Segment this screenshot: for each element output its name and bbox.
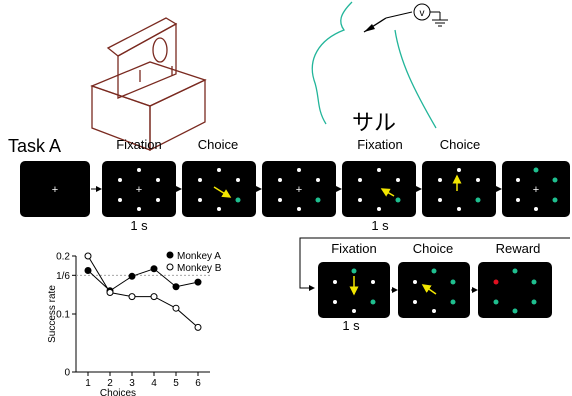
step-label-fixation-2: Fixation [357, 137, 403, 152]
step-label-fixation-3: Fixation [331, 241, 377, 256]
data-point-monkey-a [150, 265, 158, 273]
screen-feedback-1: + [262, 161, 336, 217]
duration-1: 1 s [130, 218, 148, 233]
legend-marker-monkey-a [166, 251, 174, 259]
step-label-reward: Reward [496, 241, 541, 256]
data-point-monkey-a [172, 283, 180, 291]
x-tick-label: 4 [151, 378, 157, 389]
screen-feedback-2: + [502, 161, 570, 217]
apparatus-sketch [90, 17, 207, 152]
screen-fixation-1: + [102, 161, 176, 217]
screen-choice-3 [398, 262, 470, 318]
x-tick-label: 6 [195, 378, 201, 389]
electrode-sketch: v [311, 1, 448, 129]
x-axis-label: Choices [100, 388, 136, 396]
series-line-monkey-b [87, 255, 199, 328]
y-axis-label: Success rate [47, 285, 58, 343]
data-point-monkey-a [128, 272, 136, 280]
screen-choice-1 [182, 161, 256, 217]
screen-fixation-2 [342, 161, 416, 217]
data-point-monkey-b [106, 289, 114, 297]
ground-icon [432, 19, 448, 27]
data-point-monkey-b [150, 293, 158, 301]
data-point-monkey-b [172, 304, 180, 312]
y-tick-label: 0.1 [56, 310, 70, 321]
svg-text:+: + [533, 184, 539, 196]
duration-3: 1 s [342, 318, 360, 333]
task-label: Task A [8, 136, 61, 156]
legend-marker-monkey-b [166, 263, 174, 271]
data-point-monkey-a [84, 267, 92, 274]
step-label-choice-2: Choice [440, 137, 480, 152]
success-rate-chart: 0 0.1 1/6 0.2 1 2 3 4 5 6 Choices Success rate M… [47, 251, 222, 396]
probe-label: v [420, 8, 425, 19]
x-tick-label: 5 [173, 378, 179, 389]
data-point-monkey-b [128, 293, 136, 301]
screen-start: + [20, 161, 90, 217]
y-tick-label: 0 [64, 368, 70, 379]
svg-text:+: + [136, 184, 142, 196]
svg-text:+: + [52, 184, 58, 196]
data-point-monkey-b [84, 252, 92, 260]
x-tick-label: 2 [107, 378, 113, 389]
y-tick-label: 0.2 [56, 252, 70, 263]
screen-fixation-3 [318, 262, 390, 318]
step-label-choice-1: Choice [198, 137, 238, 152]
data-point-monkey-a [194, 278, 202, 286]
legend-label-monkey-a: Monkey A [177, 251, 221, 262]
connector-arrow [299, 237, 570, 291]
annotation-label: サル [352, 110, 396, 135]
duration-2: 1 s [371, 218, 389, 233]
step-label-choice-3: Choice [413, 241, 453, 256]
step-label-fixation-1: Fixation [116, 137, 162, 152]
screen-reward [478, 262, 552, 318]
legend: Monkey A Monkey B [166, 251, 222, 274]
legend-label-monkey-b: Monkey B [177, 263, 222, 274]
x-tick-label: 3 [129, 378, 135, 389]
x-tick-label: 1 [85, 378, 91, 389]
y-tick-label: 1/6 [56, 271, 70, 282]
screen-choice-2 [422, 161, 496, 217]
svg-text:+: + [296, 184, 302, 196]
data-point-monkey-b [194, 323, 202, 331]
